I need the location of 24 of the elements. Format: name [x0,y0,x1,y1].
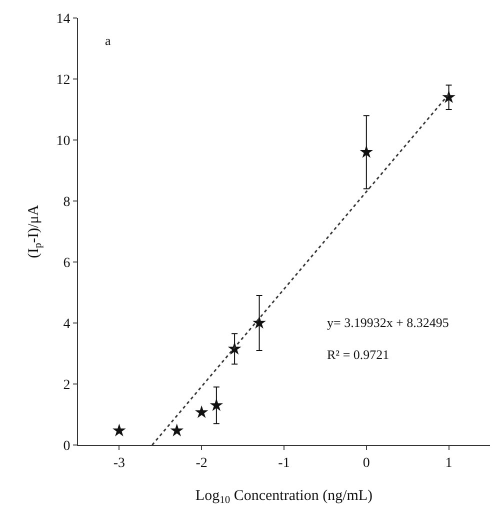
x-tick-label: -1 [278,456,290,471]
y-tick-label: 12 [56,72,70,88]
y-tick-label: 4 [63,316,70,332]
point [360,145,374,158]
y-tick-label: 14 [56,12,70,27]
annotation: R² = 0.9721 [327,347,390,362]
point [210,398,224,412]
x-axis-title: Log$_{10}$ Concentration (ng/mL) [195,488,373,506]
y-tick-label: 10 [56,134,70,149]
x-tick-label: 0 [362,456,370,471]
annotation: y= 3.19932x + 8.32495 [327,315,449,330]
x-tick-label: -3 [113,456,126,471]
x-tick-label: -2 [196,456,208,471]
y-tick-label: 6 [63,256,70,271]
point [252,316,266,329]
point [112,424,126,436]
y-tick-label: 2 [63,378,70,393]
point [442,90,456,103]
point [170,424,184,436]
annotation: a [105,33,111,48]
x-tick-label: 1 [445,456,452,471]
y-tick-label: 8 [63,194,70,210]
y-tick-label: 0 [63,438,70,454]
point [194,405,208,418]
